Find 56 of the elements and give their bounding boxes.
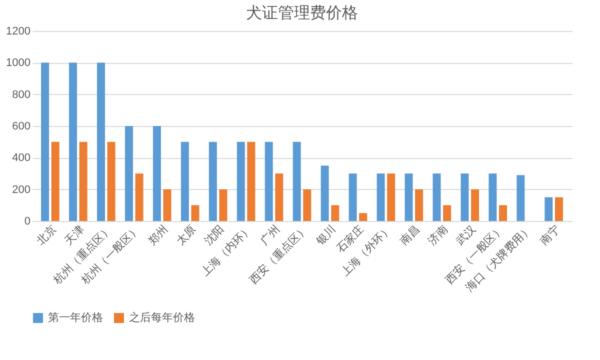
bar (51, 142, 60, 221)
bar (152, 126, 161, 221)
x-tick-label: 南昌 (398, 222, 422, 248)
bar (264, 142, 273, 221)
bar (180, 142, 189, 221)
x-tick-label: 太原 (174, 222, 199, 248)
y-tick-label: 0 (24, 216, 30, 228)
bar (236, 142, 245, 221)
x-tick-label: 北京 (34, 222, 59, 248)
x-tick-label: 济南 (426, 222, 450, 248)
chart-title: 犬证管理费价格 (246, 4, 358, 22)
bar (359, 213, 368, 221)
bar (320, 166, 329, 221)
bar (544, 197, 553, 221)
legend-label: 第一年价格 (48, 312, 103, 324)
bar (376, 174, 385, 221)
bar (69, 62, 78, 221)
y-tick-label: 1200 (6, 26, 30, 38)
x-tick-label: 郑州 (146, 222, 171, 248)
x-tick-label: 银川 (313, 222, 338, 248)
bar (488, 174, 497, 221)
y-tick-label: 400 (12, 152, 30, 164)
bar (331, 205, 340, 221)
bar (208, 142, 217, 221)
bar (124, 126, 133, 221)
x-tick-label: 广州 (258, 222, 283, 248)
bar (96, 62, 105, 221)
bar (79, 142, 88, 221)
y-tick-label: 600 (12, 120, 30, 132)
y-tick-label: 200 (12, 184, 30, 196)
x-tick-label: 天津 (62, 222, 87, 248)
bar (387, 174, 396, 221)
bar (247, 142, 256, 221)
bar (471, 189, 480, 221)
bar (404, 174, 413, 221)
bar (41, 62, 50, 221)
bar (499, 205, 508, 221)
bar (163, 189, 172, 221)
y-tick-label: 800 (12, 88, 30, 101)
bar (191, 205, 200, 221)
bar (443, 205, 452, 221)
bar (460, 174, 469, 221)
x-tick-label: 南宁 (538, 222, 562, 248)
bar (516, 175, 525, 221)
bar (432, 174, 441, 221)
bar (554, 197, 563, 221)
bar (415, 189, 424, 221)
bar (292, 142, 301, 221)
bar (135, 174, 144, 221)
bar (303, 189, 312, 221)
bar (348, 174, 357, 221)
y-tick-label: 1000 (6, 57, 30, 70)
bar (275, 174, 284, 221)
bar (219, 189, 228, 221)
bar (107, 142, 116, 221)
legend-label: 之后每年价格 (129, 311, 195, 324)
